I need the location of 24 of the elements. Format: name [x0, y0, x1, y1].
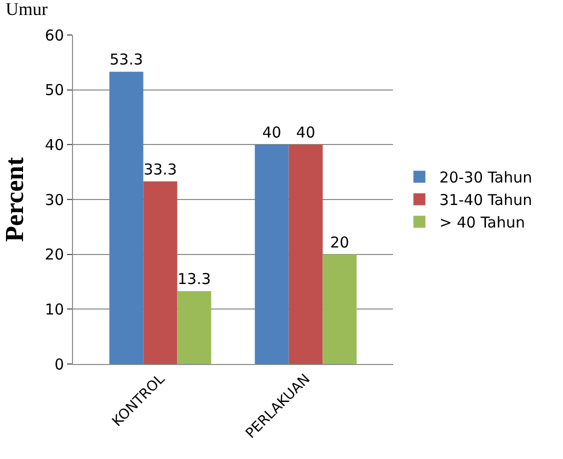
chart-title: Umur — [6, 0, 48, 19]
bar — [177, 291, 212, 364]
data-label: 40 — [296, 124, 316, 142]
y-tick-label: 60 — [44, 26, 64, 44]
y-tick-label: 30 — [44, 190, 64, 209]
y-tick-label: 20 — [44, 246, 64, 264]
legend-label: 31-40 Tahun — [439, 191, 532, 210]
data-label: 40 — [262, 124, 282, 142]
y-tick-label: 40 — [44, 136, 64, 154]
legend-label: 20-30 Tahun — [439, 168, 532, 187]
legend-label: > 40 Tahun — [439, 214, 525, 232]
data-label: 33.3 — [144, 160, 177, 178]
data-label: 53.3 — [110, 50, 144, 69]
y-tick-label: 50 — [44, 81, 64, 100]
data-label: 20 — [330, 233, 350, 252]
bar — [288, 144, 323, 364]
bar — [254, 144, 289, 364]
bar — [143, 181, 178, 364]
y-axis-title: Percent — [0, 156, 29, 242]
bar — [322, 254, 357, 364]
y-tick-label: 0 — [54, 355, 64, 374]
bar — [109, 72, 144, 364]
data-label: 13.3 — [178, 270, 211, 288]
y-tick-label: 10 — [44, 300, 64, 318]
